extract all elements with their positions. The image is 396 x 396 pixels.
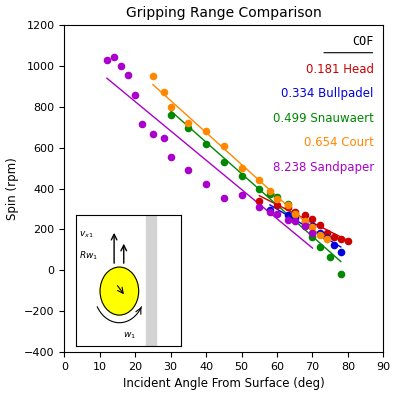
Point bbox=[316, 222, 323, 228]
Point bbox=[221, 143, 227, 149]
Point bbox=[309, 229, 316, 236]
Point bbox=[203, 181, 209, 188]
Point bbox=[338, 249, 344, 255]
Point bbox=[203, 140, 209, 147]
Point bbox=[284, 204, 291, 210]
Text: COF: COF bbox=[352, 35, 374, 48]
Point bbox=[284, 212, 291, 218]
Point bbox=[150, 73, 156, 79]
Point bbox=[111, 53, 117, 60]
Point bbox=[221, 159, 227, 165]
Point bbox=[256, 185, 263, 192]
Point bbox=[256, 177, 263, 183]
Point bbox=[132, 92, 138, 99]
Point bbox=[291, 211, 298, 217]
Point bbox=[168, 112, 174, 118]
Point bbox=[324, 236, 330, 242]
Point bbox=[309, 223, 316, 230]
Point bbox=[316, 229, 323, 236]
Point bbox=[338, 271, 344, 278]
Point bbox=[267, 207, 273, 213]
Point bbox=[274, 211, 280, 217]
Point bbox=[160, 135, 167, 142]
Point bbox=[302, 219, 308, 225]
Point bbox=[274, 202, 280, 208]
Point bbox=[267, 209, 273, 215]
Point bbox=[125, 72, 131, 78]
Point bbox=[345, 238, 351, 244]
Point bbox=[291, 215, 298, 221]
Point bbox=[309, 224, 316, 230]
Point bbox=[274, 194, 280, 200]
Point bbox=[302, 223, 308, 230]
Point bbox=[238, 165, 245, 171]
Text: 0.654 Court: 0.654 Court bbox=[304, 136, 374, 149]
Point bbox=[203, 128, 209, 134]
Point bbox=[168, 103, 174, 110]
Point bbox=[104, 57, 110, 63]
Point bbox=[309, 233, 316, 240]
Point bbox=[338, 236, 344, 242]
Point bbox=[267, 190, 273, 197]
Text: 8.238 Sandpaper: 8.238 Sandpaper bbox=[272, 161, 374, 174]
Point bbox=[316, 244, 323, 250]
Point bbox=[185, 167, 192, 173]
Point bbox=[309, 216, 316, 223]
Point bbox=[238, 173, 245, 179]
Point bbox=[291, 209, 298, 215]
Point bbox=[267, 187, 273, 194]
Point bbox=[324, 229, 330, 236]
Point bbox=[150, 131, 156, 137]
Point bbox=[256, 204, 263, 210]
Point bbox=[302, 212, 308, 218]
Point bbox=[284, 202, 291, 208]
Text: 0.499 Snauwaert: 0.499 Snauwaert bbox=[273, 112, 374, 125]
Point bbox=[168, 154, 174, 160]
Point bbox=[238, 192, 245, 198]
Point bbox=[284, 201, 291, 207]
Point bbox=[185, 120, 192, 126]
Point bbox=[118, 63, 124, 69]
Point bbox=[139, 121, 145, 127]
Point bbox=[221, 194, 227, 201]
Point bbox=[331, 242, 337, 248]
Point bbox=[327, 254, 333, 260]
Point bbox=[291, 218, 298, 225]
Text: 0.181 Head: 0.181 Head bbox=[306, 63, 374, 76]
X-axis label: Incident Angle From Surface (deg): Incident Angle From Surface (deg) bbox=[123, 377, 325, 390]
Point bbox=[185, 125, 192, 131]
Point bbox=[160, 89, 167, 95]
Point bbox=[302, 223, 308, 230]
Title: Gripping Range Comparison: Gripping Range Comparison bbox=[126, 6, 322, 19]
Point bbox=[256, 198, 263, 204]
Point bbox=[324, 234, 330, 241]
Point bbox=[302, 218, 308, 225]
Point bbox=[274, 196, 280, 202]
Point bbox=[291, 211, 298, 217]
Point bbox=[316, 231, 323, 238]
Point bbox=[331, 233, 337, 240]
Y-axis label: Spin (rpm): Spin (rpm) bbox=[6, 157, 19, 220]
Text: 0.334 Bullpadel: 0.334 Bullpadel bbox=[282, 87, 374, 100]
Point bbox=[284, 217, 291, 223]
